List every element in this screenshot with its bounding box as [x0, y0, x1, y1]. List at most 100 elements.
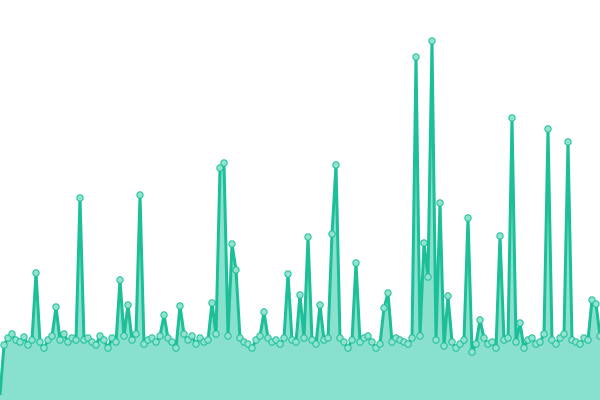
- data-point: [160, 311, 168, 319]
- data-point: [116, 276, 124, 284]
- data-point: [36, 338, 44, 346]
- data-point: [92, 341, 100, 349]
- data-point: [504, 334, 512, 342]
- data-point: [0, 341, 8, 349]
- data-point: [416, 332, 424, 340]
- data-point: [448, 338, 456, 346]
- data-point: [280, 334, 288, 342]
- data-point: [60, 330, 68, 338]
- data-point: [460, 336, 468, 344]
- data-point: [212, 330, 220, 338]
- data-point: [128, 336, 136, 344]
- data-point: [516, 319, 524, 327]
- data-point: [564, 138, 572, 146]
- data-point: [380, 304, 388, 312]
- data-point: [384, 289, 392, 297]
- data-point: [124, 301, 132, 309]
- data-point: [444, 292, 452, 300]
- data-point: [24, 341, 32, 349]
- data-point: [584, 336, 592, 344]
- data-point: [72, 336, 80, 344]
- data-point: [540, 330, 548, 338]
- data-point: [328, 230, 336, 238]
- data-point: [28, 336, 36, 344]
- data-point: [152, 338, 160, 346]
- data-point: [180, 330, 188, 338]
- data-point: [120, 332, 128, 340]
- data-point: [232, 266, 240, 274]
- data-point: [324, 334, 332, 342]
- data-point: [528, 334, 536, 342]
- data-point: [472, 340, 480, 348]
- data-point: [224, 332, 232, 340]
- data-point: [16, 338, 24, 346]
- data-point: [476, 316, 484, 324]
- data-point: [52, 303, 60, 311]
- data-point: [172, 344, 180, 352]
- data-point: [468, 348, 476, 356]
- data-point: [508, 114, 516, 122]
- data-point: [296, 291, 304, 299]
- data-point: [340, 338, 348, 346]
- data-point: [440, 342, 448, 350]
- area-fill: [0, 41, 600, 400]
- data-point: [32, 269, 40, 277]
- data-point: [424, 273, 432, 281]
- data-point: [464, 214, 472, 222]
- data-point: [188, 332, 196, 340]
- data-point: [316, 301, 324, 309]
- data-point: [48, 332, 56, 340]
- data-point: [480, 334, 488, 342]
- data-point: [348, 336, 356, 344]
- data-point: [344, 344, 352, 352]
- data-point: [412, 53, 420, 61]
- data-point: [228, 240, 236, 248]
- data-point: [76, 194, 84, 202]
- data-point: [332, 161, 340, 169]
- data-point: [492, 344, 500, 352]
- data-point: [512, 338, 520, 346]
- data-point: [560, 330, 568, 338]
- data-point: [300, 334, 308, 342]
- data-point: [192, 340, 200, 348]
- data-point: [208, 299, 216, 307]
- data-point: [292, 338, 300, 346]
- data-point: [368, 338, 376, 346]
- data-point: [276, 340, 284, 348]
- data-point: [420, 239, 428, 247]
- data-point: [132, 330, 140, 338]
- data-point: [40, 344, 48, 352]
- data-point: [488, 338, 496, 346]
- data-point: [284, 270, 292, 278]
- data-point: [260, 308, 268, 316]
- data-point: [176, 302, 184, 310]
- data-point: [376, 340, 384, 348]
- data-point: [100, 336, 108, 344]
- data-point: [136, 191, 144, 199]
- data-point: [204, 336, 212, 344]
- data-point: [536, 338, 544, 346]
- data-point: [156, 332, 164, 340]
- data-point: [20, 333, 28, 341]
- data-point: [520, 344, 528, 352]
- data-point: [432, 336, 440, 344]
- data-point: [592, 300, 600, 308]
- data-point: [112, 338, 120, 346]
- data-point: [104, 344, 112, 352]
- data-point: [312, 340, 320, 348]
- data-point: [428, 37, 436, 45]
- data-point: [436, 199, 444, 207]
- data-point: [248, 344, 256, 352]
- data-point: [364, 332, 372, 340]
- data-point: [168, 338, 176, 346]
- data-point: [576, 340, 584, 348]
- data-points: [0, 37, 600, 356]
- data-point: [352, 259, 360, 267]
- data-point: [256, 332, 264, 340]
- data-point: [304, 233, 312, 241]
- data-point: [220, 159, 228, 167]
- data-point: [496, 232, 504, 240]
- data-point: [552, 340, 560, 348]
- data-point: [216, 164, 224, 172]
